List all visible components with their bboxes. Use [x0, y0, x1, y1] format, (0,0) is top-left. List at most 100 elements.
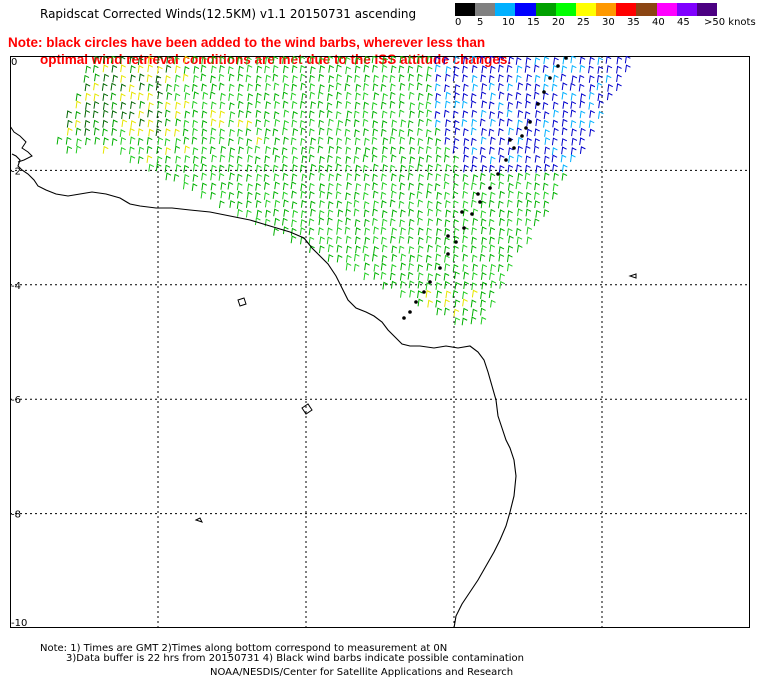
wind-barb	[452, 110, 459, 119]
wind-barb	[157, 56, 163, 64]
wind-barb	[228, 56, 235, 64]
wind-barb	[335, 163, 342, 172]
wind-barb	[381, 244, 388, 253]
wind-barb	[372, 190, 379, 199]
wind-barb	[399, 289, 406, 298]
wind-barb	[407, 172, 414, 181]
wind-barb	[120, 83, 127, 92]
wind-barb	[372, 182, 378, 190]
wind-barb	[444, 254, 450, 263]
wind-barb	[462, 218, 469, 227]
wind-barb	[462, 128, 469, 136]
wind-barb	[246, 120, 253, 129]
wind-barb	[488, 101, 495, 110]
wind-barb	[507, 174, 514, 182]
wind-barb	[526, 226, 533, 235]
wind-barb	[408, 208, 415, 217]
wind-barb	[534, 182, 540, 191]
wind-barb	[427, 200, 433, 209]
wind-barb	[453, 245, 459, 254]
lat-tick-label: -6	[11, 395, 21, 406]
wind-barb	[174, 74, 181, 83]
wind-barb	[148, 163, 155, 172]
scale-swatch-5	[555, 3, 576, 16]
wind-barb	[319, 200, 325, 208]
wind-barb	[435, 138, 442, 146]
wind-barb	[471, 74, 478, 83]
wind-barb	[569, 82, 576, 91]
wind-barb	[390, 154, 397, 163]
wind-barb	[274, 154, 281, 163]
wind-barb	[281, 56, 288, 64]
wind-barb	[497, 128, 504, 136]
wind-barb	[137, 137, 144, 146]
wind-barb	[435, 244, 442, 253]
contamination-marker	[520, 134, 524, 138]
wind-barb	[263, 173, 270, 182]
wind-barb	[506, 74, 513, 83]
wind-barb	[561, 118, 568, 127]
wind-barb	[443, 154, 450, 163]
wind-barb	[380, 83, 387, 92]
wind-barb	[400, 280, 406, 289]
wind-barb	[102, 109, 109, 118]
wind-barb	[119, 56, 126, 64]
wind-barb	[426, 66, 433, 74]
wind-barb	[471, 109, 478, 118]
wind-barb	[345, 155, 352, 164]
wind-barb	[534, 200, 540, 209]
wind-barb	[453, 227, 460, 236]
wind-barb	[292, 110, 298, 119]
wind-barb	[318, 210, 325, 218]
wind-barb	[164, 109, 171, 118]
wind-barb	[236, 182, 243, 191]
wind-barb	[157, 137, 164, 145]
wind-barb	[454, 100, 460, 109]
wind-barb	[371, 110, 378, 119]
wind-barb	[290, 235, 297, 244]
wind-barb	[434, 100, 441, 109]
wind-barb	[165, 147, 171, 155]
wind-barb	[516, 65, 523, 74]
wind-barb	[291, 190, 297, 199]
color-scale-bar	[455, 3, 718, 16]
wind-barb	[408, 164, 414, 173]
wind-barb	[391, 253, 398, 262]
wind-barb	[452, 200, 459, 209]
wind-barb	[147, 56, 154, 64]
wind-barb	[425, 282, 432, 291]
wind-barb	[462, 208, 469, 217]
wind-barb	[579, 146, 586, 154]
wind-barb	[588, 91, 595, 100]
wind-barb	[373, 271, 380, 280]
wind-barb	[427, 92, 433, 101]
wind-barb	[381, 74, 388, 83]
wind-barb	[382, 281, 389, 290]
wind-barb	[579, 110, 586, 119]
wind-barb	[417, 199, 424, 208]
wind-barb	[301, 173, 308, 182]
contamination-marker	[496, 172, 500, 176]
wind-barb	[389, 110, 396, 119]
wind-barb	[75, 100, 82, 109]
wind-barb	[102, 119, 109, 128]
wind-barb	[560, 73, 567, 82]
wind-barb	[272, 65, 279, 73]
wind-barb	[299, 73, 306, 82]
wind-barb	[272, 73, 279, 82]
wind-barb	[498, 56, 505, 64]
wind-barb	[407, 235, 414, 244]
coast-bay	[10, 125, 33, 163]
contamination-marker	[542, 90, 546, 94]
wind-barb	[362, 192, 369, 200]
wind-barb	[515, 181, 522, 190]
wind-barb	[354, 56, 361, 65]
wind-barb	[389, 218, 396, 226]
wind-barb	[317, 91, 324, 100]
wind-barb	[328, 64, 335, 73]
wind-barb	[488, 199, 495, 208]
wind-barb	[93, 127, 100, 136]
wind-barb	[157, 100, 163, 109]
wind-barb	[534, 128, 540, 137]
wind-barb	[490, 280, 497, 289]
